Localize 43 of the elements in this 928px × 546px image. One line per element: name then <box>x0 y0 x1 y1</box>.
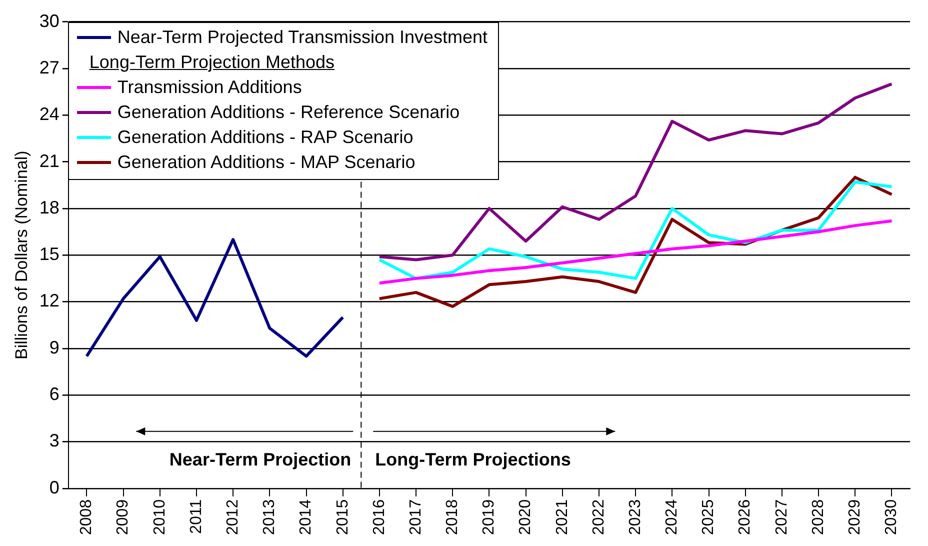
y-tick-label: 21 <box>39 150 60 171</box>
y-tick-label: 18 <box>39 197 60 218</box>
x-tick-label: 2029 <box>846 499 864 535</box>
x-tick-label: 2012 <box>224 499 242 535</box>
y-tick-label: 6 <box>49 384 60 404</box>
y-tick-label: 12 <box>39 290 60 311</box>
legend-label: Generation Additions - MAP Scenario <box>117 150 416 174</box>
x-tick-label: 2010 <box>151 499 168 535</box>
x-tick-label: 2030 <box>883 499 900 535</box>
x-tick-label: 2021 <box>554 499 571 535</box>
legend-title: Long-Term Projection Methods <box>88 50 336 74</box>
y-tick-label: 0 <box>49 477 60 498</box>
x-tick-label: 2014 <box>298 499 315 535</box>
y-tick-label: 27 <box>39 57 60 78</box>
x-tick-label: 2016 <box>370 499 388 535</box>
x-tick-label: 2025 <box>700 499 718 535</box>
x-tick-label: 2024 <box>664 499 681 535</box>
x-tick-label: 2017 <box>407 499 424 535</box>
x-tick-label: 2013 <box>261 499 278 535</box>
x-tick-label: 2022 <box>590 499 608 535</box>
y-tick-label: 30 <box>39 10 60 31</box>
y-tick-label: 9 <box>49 337 60 358</box>
annotation: Long-Term Projections <box>375 449 571 470</box>
x-tick-label: 2018 <box>444 499 462 535</box>
y-axis-title: Billions of Dollars (Nominal) <box>12 150 31 360</box>
legend-label: Generation Additions - RAP Scenario <box>117 126 414 149</box>
x-tick-label: 2011 <box>188 499 205 534</box>
x-tick-label: 2009 <box>114 499 132 535</box>
x-tick-label: 2019 <box>480 499 498 535</box>
annotation: Near-Term Projection <box>169 449 352 470</box>
x-tick-label: 2023 <box>626 499 644 535</box>
legend-label: Transmission Additions <box>117 76 302 99</box>
x-tick-label: 2027 <box>773 499 790 535</box>
x-tick-label: 2015 <box>334 499 352 535</box>
y-tick-label: 15 <box>39 244 60 264</box>
x-tick-label: 2026 <box>736 499 754 535</box>
legend-label: Near-Term Projected Transmission Investment <box>117 26 488 49</box>
y-tick-label: 24 <box>39 104 60 124</box>
y-tick-label: 3 <box>49 430 60 451</box>
x-tick-label: 2008 <box>78 499 96 535</box>
legend-label: Generation Additions - Reference Scenario <box>117 100 460 124</box>
x-tick-label: 2020 <box>517 499 534 535</box>
x-tick-label: 2028 <box>810 499 827 535</box>
